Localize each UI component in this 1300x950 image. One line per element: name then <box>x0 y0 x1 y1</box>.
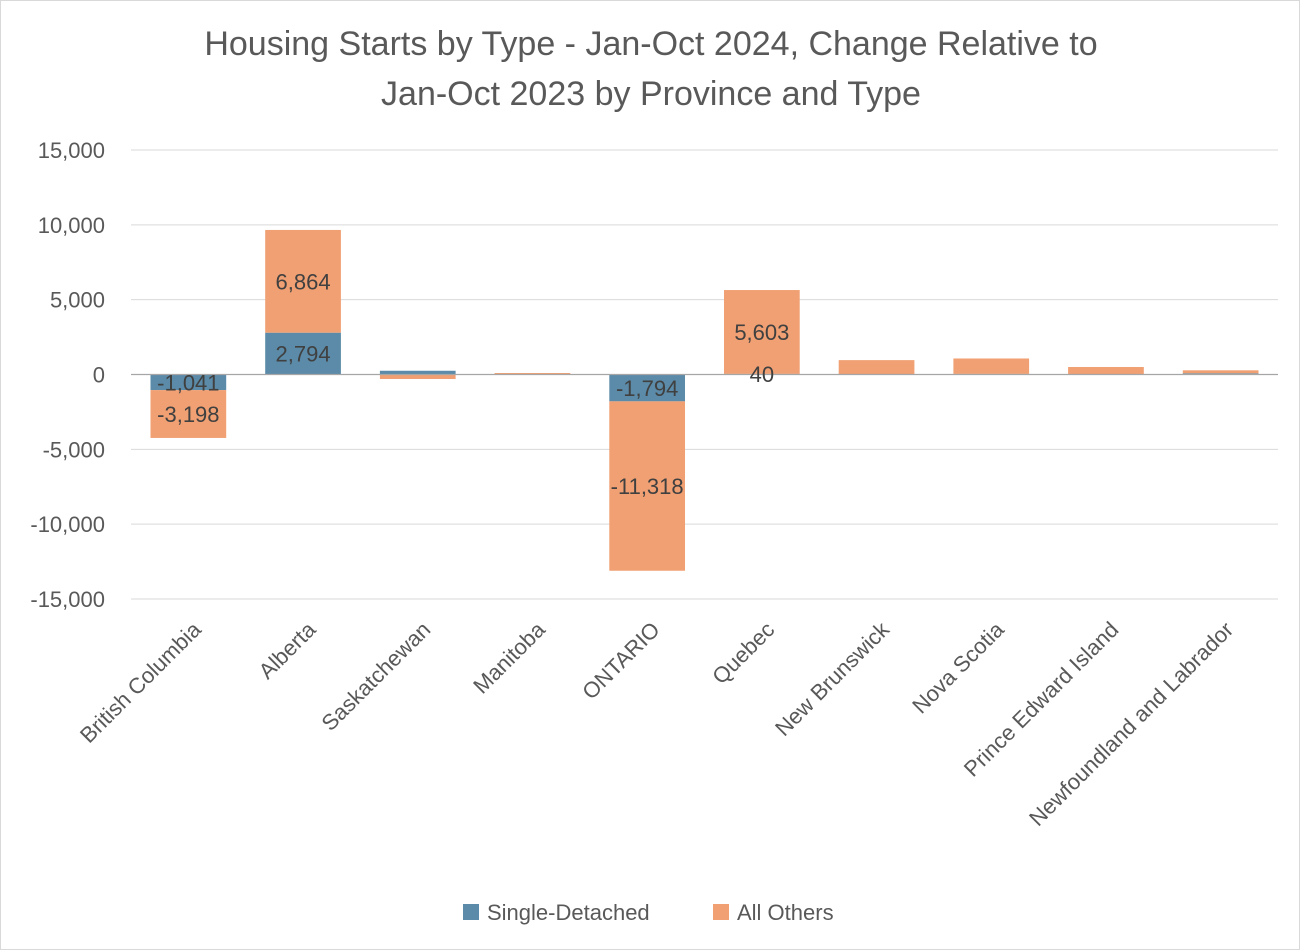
data-label-all-others-british-columbia: -3,198 <box>157 402 219 427</box>
bar-single-detached-alberta <box>265 332 341 375</box>
x-category-label-newfoundland-and-labrador: Newfoundland and Labrador <box>1024 617 1238 831</box>
y-tick-label: 15,000 <box>38 138 105 163</box>
x-category-label-british-columbia: British Columbia <box>75 616 206 747</box>
bars <box>150 229 1259 571</box>
legend-label-all-others: All Others <box>737 900 834 925</box>
x-category-label-quebec: Quebec <box>707 617 779 689</box>
bar-all-others-new-brunswick <box>838 360 915 375</box>
x-category-label-alberta: Alberta <box>254 616 322 684</box>
y-tick-label: 10,000 <box>38 213 105 238</box>
bar-all-others-manitoba <box>494 373 571 375</box>
bar-all-others-nova-scotia <box>953 358 1030 374</box>
chart-title: Housing Starts by Type - Jan-Oct 2024, C… <box>204 25 1097 113</box>
chart-title-line-2: Jan-Oct 2023 by Province and Type <box>381 75 921 113</box>
y-tick-label: -10,000 <box>30 512 105 537</box>
x-category-label-saskatchewan: Saskatchewan <box>316 617 435 736</box>
legend-label-single-detached: Single-Detached <box>487 900 650 925</box>
data-label-single-detached-ontario: -1,794 <box>616 376 678 401</box>
x-category-label-ontario: ONTARIO <box>577 617 664 704</box>
chart-title-line-1: Housing Starts by Type - Jan-Oct 2024, C… <box>204 25 1097 63</box>
y-tick-label: 5,000 <box>50 288 105 313</box>
bar-all-others-quebec <box>723 290 800 374</box>
y-axis-tick-labels: 15,000 10,000 5,000 0 -5,000 -10,000 -15,000 <box>30 138 105 612</box>
y-tick-label: -15,000 <box>30 587 105 612</box>
bar-single-detached-saskatchewan <box>379 370 456 375</box>
x-category-label-nova-scotia: Nova Scotia <box>907 616 1009 718</box>
data-label-single-detached-british-columbia: -1,041 <box>157 370 219 395</box>
bar-single-detached-ontario <box>609 374 686 402</box>
bar-all-others-saskatchewan <box>379 374 456 379</box>
bar-all-others-prince-edward-island <box>1068 367 1144 375</box>
bar-single-detached-british-columbia <box>150 374 227 391</box>
x-category-label-new-brunswick: New Brunswick <box>770 616 895 741</box>
bar-all-others-newfoundland-and-labrador <box>1182 370 1259 374</box>
data-labels: -1,041 -3,198 2,794 6,864 -1,794 -11,318 40 5,6… <box>157 269 789 499</box>
data-label-all-others-alberta: 6,864 <box>276 269 331 294</box>
x-category-label-manitoba: Manitoba <box>468 616 550 698</box>
y-tick-label: -5,000 <box>43 437 105 462</box>
bar-all-others-ontario <box>609 401 686 571</box>
bar-all-others-british-columbia <box>150 390 227 438</box>
data-label-all-others-quebec: 5,603 <box>734 320 789 345</box>
legend-swatch-all-others <box>713 904 729 920</box>
y-tick-label: 0 <box>93 363 105 388</box>
data-label-single-detached-quebec: 40 <box>750 362 774 387</box>
legend-swatch-single-detached <box>463 904 479 920</box>
data-label-single-detached-alberta: 2,794 <box>276 342 331 367</box>
data-label-all-others-ontario: -11,318 <box>611 474 684 499</box>
legend: Single-Detached All Others <box>463 900 834 925</box>
bar-all-others-alberta <box>265 229 341 333</box>
